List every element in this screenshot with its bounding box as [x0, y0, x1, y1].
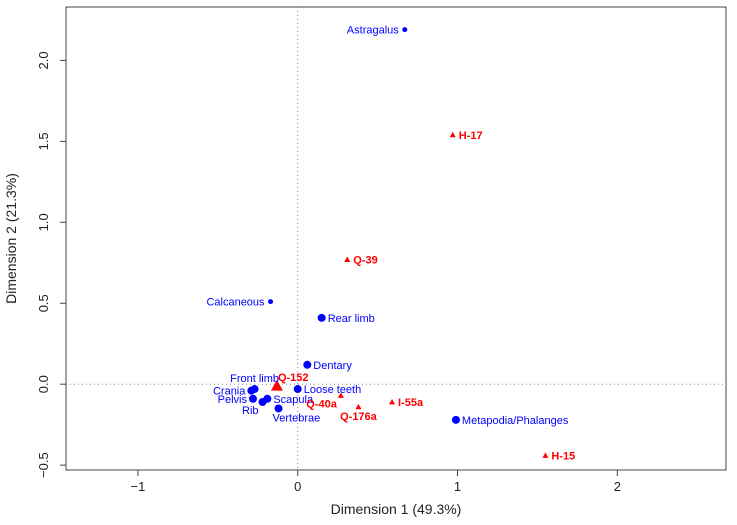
- point-h-15: [542, 452, 549, 458]
- point-i-55a: [389, 399, 396, 405]
- x-tick-label: 1: [454, 479, 461, 494]
- label-crania: Crania: [213, 386, 246, 398]
- label-front-limb: Front limb: [230, 373, 279, 385]
- label-loose-teeth: Loose teeth: [304, 384, 362, 396]
- point-crania: [247, 386, 256, 395]
- point-vertebrae: [274, 404, 283, 413]
- label-h-17: H-17: [459, 130, 483, 142]
- label-metapodia-phalanges: Metapodia/Phalanges: [462, 415, 569, 427]
- point-calcaneous: [268, 299, 274, 305]
- label-q-152: Q-152: [278, 372, 309, 384]
- point-q-152: [270, 379, 283, 391]
- point-rib: [258, 398, 267, 407]
- y-axis: −0.5 0.0 0.5 1.0 1.5 2.0: [36, 51, 66, 478]
- point-labels: Astragalus Calcaneous Rear limb Dentary Fron…: [206, 25, 575, 463]
- point-loose-teeth: [293, 385, 302, 394]
- label-h-15: H-15: [551, 450, 575, 462]
- label-astragalus: Astragalus: [347, 25, 399, 37]
- y-tick-label: 2.0: [36, 51, 51, 69]
- plot-frame: [65, 6, 727, 471]
- y-tick-label: −0.5: [36, 452, 51, 478]
- label-q-40a: Q-40a: [306, 399, 337, 411]
- y-tick-label: 1.5: [36, 132, 51, 150]
- x-axis: −1 0 1 2: [130, 470, 621, 494]
- label-rib: Rib: [242, 405, 259, 417]
- label-rear-limb: Rear limb: [328, 313, 375, 325]
- label-q-39: Q-39: [353, 255, 377, 267]
- reference-lines: [66, 7, 726, 470]
- x-tick-label: 2: [614, 479, 621, 494]
- x-axis-title: Dimension 1 (49.3%): [331, 501, 462, 517]
- point-q-39: [344, 256, 351, 262]
- point-q-176a: [355, 403, 362, 410]
- label-i-55a: I-55a: [398, 397, 424, 409]
- point-pelvis: [248, 394, 257, 403]
- point-astragalus: [402, 27, 408, 33]
- label-dentary: Dentary: [313, 360, 352, 372]
- y-tick-label: 1.0: [36, 213, 51, 231]
- y-tick-label: 0.0: [36, 375, 51, 393]
- point-rear-limb: [317, 313, 326, 322]
- y-tick-label: 0.5: [36, 294, 51, 312]
- label-pelvis: Pelvis: [218, 394, 248, 406]
- label-vertebrae: Vertebrae: [273, 412, 321, 424]
- x-tick-label: −1: [130, 479, 145, 494]
- label-q-176a: Q-176a: [340, 411, 378, 423]
- data-points: [247, 27, 549, 458]
- point-q-40a: [337, 392, 344, 398]
- point-h-17: [449, 131, 456, 138]
- x-tick-label: 0: [294, 479, 301, 494]
- point-metapodia-phalanges: [451, 415, 460, 424]
- label-calcaneous: Calcaneous: [206, 297, 265, 309]
- y-axis-title: Dimension 2 (21.3%): [3, 173, 19, 304]
- label-scapula: Scapula: [273, 394, 314, 406]
- point-dentary: [303, 360, 312, 369]
